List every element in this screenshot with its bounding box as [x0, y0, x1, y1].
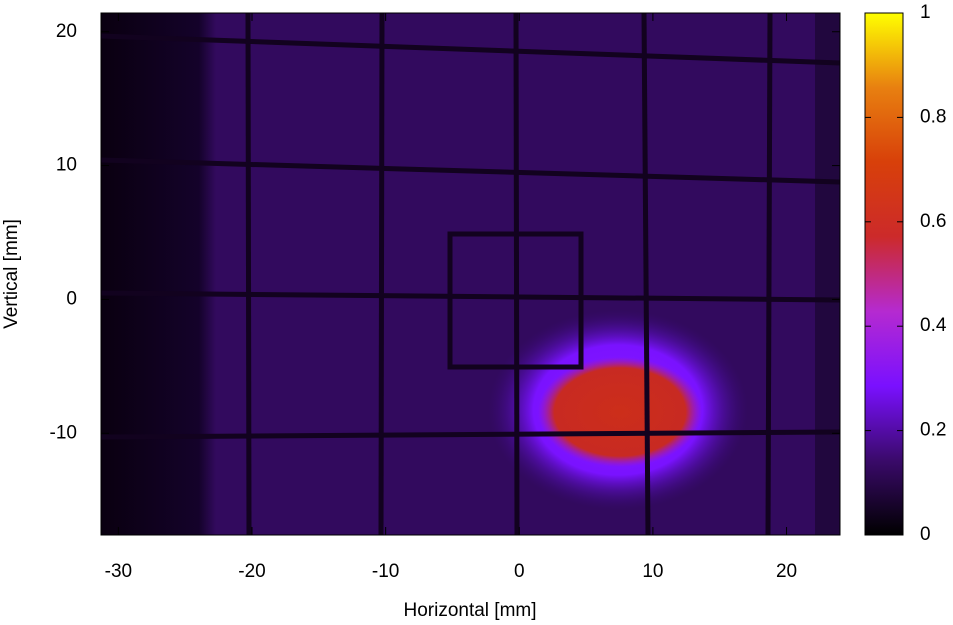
- plot-frame: [100, 12, 841, 536]
- x-axis-label: Horizontal [mm]: [403, 600, 536, 621]
- x-tick-label: -20: [238, 561, 265, 582]
- y-tick-label: 0: [66, 288, 77, 309]
- heatmap-image: [101, 13, 840, 535]
- colorbar-tick-label: 0: [920, 524, 931, 545]
- y-tick-label: 10: [56, 155, 77, 176]
- x-tick-label: 20: [776, 561, 797, 582]
- y-tick-label: -10: [50, 422, 77, 443]
- colorbar-tick-label: 0.4: [920, 315, 947, 336]
- x-tick-label: -30: [105, 561, 132, 582]
- colorbar: [864, 12, 904, 536]
- x-tick-label: 10: [642, 561, 663, 582]
- colorbar-tick-label: 0.6: [920, 211, 946, 232]
- colorbar-tick-label: 0.8: [920, 106, 946, 127]
- x-tick-label: -10: [372, 561, 399, 582]
- colorbar-tick-label: 1: [920, 2, 931, 23]
- x-tick-label: 0: [514, 561, 525, 582]
- y-tick-label: 20: [56, 21, 77, 42]
- y-axis-label: Vertical [mm]: [1, 219, 22, 329]
- colorbar-tick-label: 0.2: [920, 420, 946, 441]
